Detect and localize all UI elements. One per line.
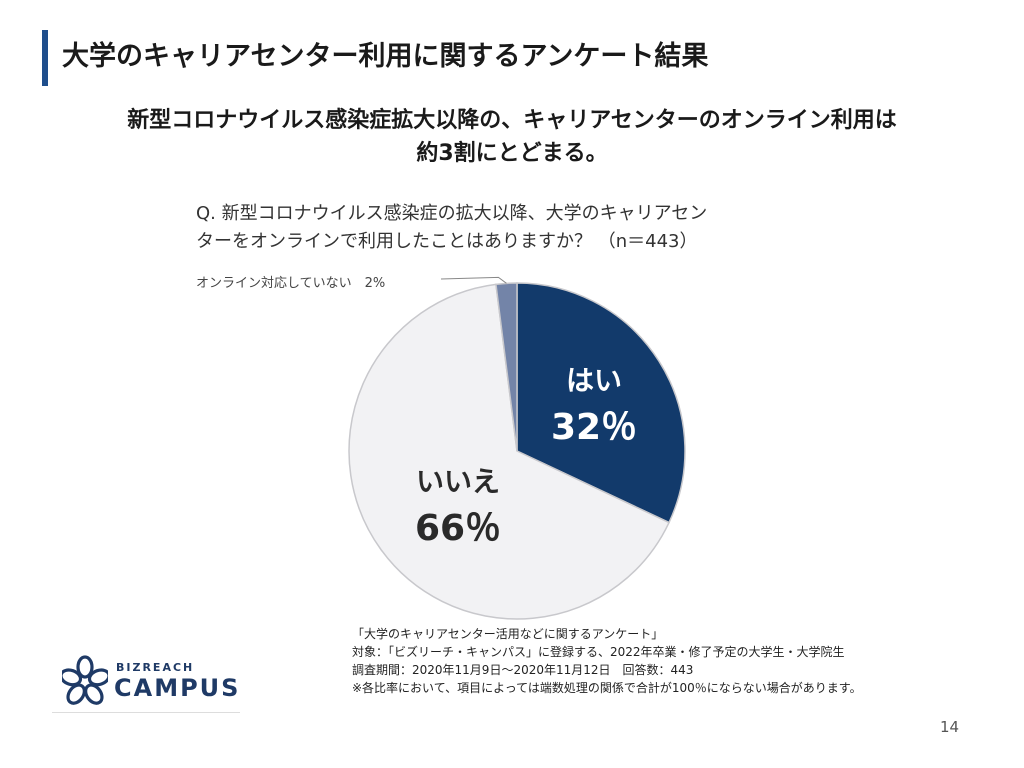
leader-line bbox=[440, 276, 507, 284]
footnote: 「大学のキャリアセンター活用などに関するアンケート」 対象：「ビズリーチ・キャン… bbox=[352, 625, 1012, 697]
slice-value-1: 32％ bbox=[551, 407, 637, 448]
footnote-line-3: 調査期間：2020年11月9日〜2020年11月12日 回答数：443 bbox=[352, 663, 694, 677]
pie-slice-2 bbox=[348, 283, 671, 620]
bizreach-campus-logo: BIZREACH CAMPUS bbox=[59, 655, 242, 715]
flower-logo-icon bbox=[59, 655, 111, 705]
footnote-line-1: 「大学のキャリアセンター活用などに関するアンケート」 bbox=[352, 627, 664, 641]
logo-subtext: BIZREACH bbox=[116, 661, 195, 674]
slice-label-1: はい bbox=[566, 364, 622, 397]
footnote-line-2: 対象：「ビズリーチ・キャンパス」に登録する、2022年卒業・修了予定の大学生・大… bbox=[352, 645, 845, 659]
headline: 新型コロナウイルス感染症拡大以降の、キャリアセンターのオンライン利用は 約3割に… bbox=[0, 104, 1024, 170]
survey-question: Q. 新型コロナウイルス感染症の拡大以降、大学のキャリアセン ターをオンラインで… bbox=[196, 200, 876, 256]
pie-slice-1 bbox=[516, 282, 686, 524]
slice-label-2: いいえ bbox=[416, 465, 500, 498]
page-number: 14 bbox=[940, 718, 960, 736]
footnote-line-4: ※各比率において、項目によっては端数処理の関係で合計が100％にならない場合があ… bbox=[352, 681, 862, 695]
logo-divider bbox=[52, 712, 240, 713]
question-line-2: ターをオンラインで利用したことはありますか？ （n＝443） bbox=[196, 231, 698, 252]
question-line-1: Q. 新型コロナウイルス感染症の拡大以降、大学のキャリアセン bbox=[196, 203, 708, 224]
slice-value-2: 66％ bbox=[415, 508, 501, 549]
logo-wordmark: CAMPUS bbox=[114, 674, 241, 702]
slice-label-3: オンライン対応していない 2% bbox=[196, 276, 385, 291]
title-accent-bar bbox=[42, 30, 48, 86]
slide-title: 大学のキャリアセンター利用に関するアンケート結果 bbox=[62, 41, 709, 72]
headline-line-2: 約3割にとどまる。 bbox=[416, 141, 608, 166]
headline-line-1: 新型コロナウイルス感染症拡大以降の、キャリアセンターのオンライン利用は bbox=[127, 108, 897, 133]
pie-slice-3 bbox=[495, 282, 518, 452]
